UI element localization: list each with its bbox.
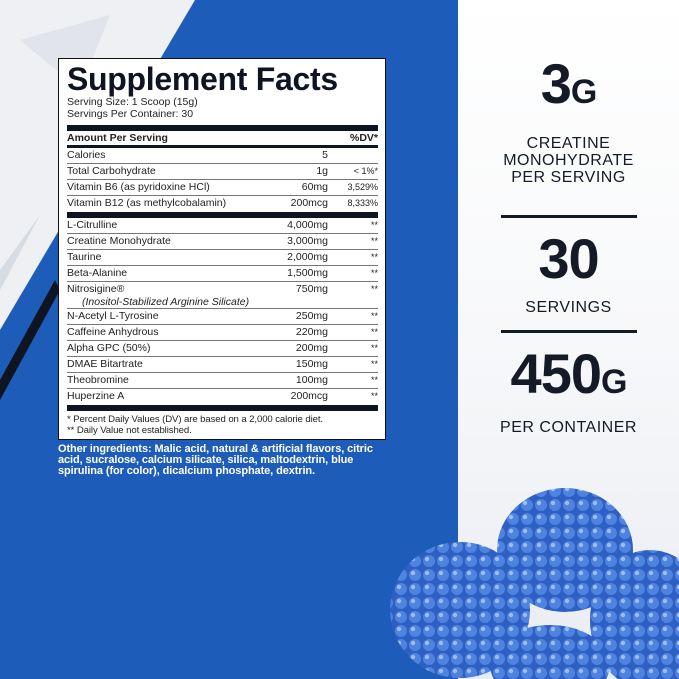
nutrient-subname: (Inositol-Stabilized Arginine Silicate) <box>82 296 250 308</box>
facts-row: Taurine 2,000mg ** <box>67 250 378 266</box>
ingredient-rows: L-Citrulline 4,000mg ** Creatine Monohydrat… <box>67 218 378 405</box>
facts-row: Beta-Alanine 1,500mg ** <box>67 266 378 282</box>
nutrient-amount: 220mg <box>295 326 328 338</box>
facts-row: Caffeine Anhydrous 220mg ** <box>67 325 378 341</box>
nutrient-name: Theobromine <box>67 374 129 386</box>
facts-row: Creatine Monohydrate 3,000mg ** <box>67 234 378 250</box>
vitamin-rows: Calories 5 Total Carbohydrate 1g < 1%* Vitami… <box>67 148 378 212</box>
dv-label: %DV* <box>349 132 378 144</box>
stat-divider <box>500 330 637 333</box>
facts-row: L-Citrulline 4,000mg ** <box>67 218 378 234</box>
nutrient-name: Vitamin B12 (as methylcobalamin) <box>67 197 227 209</box>
nutrient-amount: 1g <box>316 165 328 177</box>
nutrient-dv: ** <box>370 391 378 401</box>
facts-row: Vitamin B6 (as pyridoxine HCl) 60mg 3,529% <box>67 180 378 196</box>
stats-column: 3G CREATINE MONOHYDRATE PER SERVING 30 S… <box>458 55 679 436</box>
nutrient-name: Taurine <box>67 251 102 263</box>
nutrient-name: L-Citrulline <box>67 219 118 231</box>
nutrient-amount: 200mcg <box>290 197 328 209</box>
supplement-facts-panel: Supplement Facts Serving Size: 1 Scoop (… <box>58 58 386 440</box>
raspberries-image <box>390 488 679 679</box>
nutrient-amount: 2,000mg <box>287 251 328 263</box>
nutrient-dv: 3,529% <box>347 182 378 192</box>
nutrient-amount: 3,000mg <box>287 235 328 247</box>
nutrient-dv: 8,333% <box>347 198 378 208</box>
nutrient-name: Caffeine Anhydrous <box>67 326 159 338</box>
servings-per-container: Servings Per Container: 30 <box>67 107 194 120</box>
nutrient-name: Alpha GPC (50%) <box>67 342 151 354</box>
nutrient-amount: 250mg <box>295 310 328 322</box>
nutrient-name: N-Acetyl L-Tyrosine <box>67 310 159 322</box>
nutrient-name: DMAE Bitartrate <box>67 358 143 370</box>
stat-container-value: 450G <box>510 342 628 405</box>
nutrient-dv: ** <box>370 220 378 230</box>
facts-row: Total Carbohydrate 1g < 1%* <box>67 164 378 180</box>
facts-row: Nitrosigine® (Inositol-Stabilized Arginin… <box>67 282 378 309</box>
divider-bar <box>67 405 378 411</box>
divider-bar <box>67 212 378 218</box>
nutrient-dv: ** <box>370 375 378 385</box>
nutrient-amount: 200mcg <box>290 390 328 402</box>
nutrient-name: Total Carbohydrate <box>67 165 156 177</box>
stat-container-label: PER CONTAINER <box>500 419 637 436</box>
nutrient-amount: 5 <box>322 149 328 161</box>
nutrient-name: Huperzine A <box>67 390 125 402</box>
stat-divider <box>500 215 637 218</box>
nutrient-amount: 4,000mg <box>287 219 328 231</box>
stat-servings-label: SERVINGS <box>525 299 612 316</box>
divider-bar <box>67 125 378 131</box>
other-ingredients: Other ingredients: Malic acid, natural &… <box>58 443 373 477</box>
nutrient-dv: ** <box>370 236 378 246</box>
facts-row: DMAE Bitartrate 150mg ** <box>67 357 378 373</box>
footnote-dv: * Percent Daily Values (DV) are based on… <box>67 414 323 425</box>
nutrient-amount: 150mg <box>295 358 328 370</box>
nutrient-name: Beta-Alanine <box>67 267 128 279</box>
facts-row: Vitamin B12 (as methylcobalamin) 200mcg 8,… <box>67 196 378 212</box>
stat-servings-value: 30 <box>538 227 599 290</box>
nutrient-name: Creatine Monohydrate <box>67 235 171 247</box>
nutrient-amount: 1,500mg <box>287 267 328 279</box>
serving-size: Serving Size: 1 Scoop (15g) <box>67 96 198 108</box>
nutrient-dv: < 1%* <box>353 166 378 176</box>
nutrient-amount: 750mg <box>295 283 328 295</box>
nutrient-amount: 200mg <box>295 342 328 354</box>
footnote-not-established: ** Daily Value not established. <box>67 425 192 436</box>
nutrient-name: Nitrosigine® (Inositol-Stabilized Arginin… <box>67 282 260 308</box>
facts-row: Calories 5 <box>67 148 378 164</box>
nutrient-dv: ** <box>370 359 378 369</box>
amount-per-serving-label: Amount Per Serving <box>67 132 168 144</box>
stat-creatine-value: 3G <box>540 52 598 115</box>
nutrient-dv: ** <box>370 252 378 262</box>
nutrient-amount: 100mg <box>295 374 328 386</box>
facts-title: Supplement Facts <box>67 61 338 97</box>
facts-row: Huperzine A 200mcg ** <box>67 389 378 405</box>
nutrient-name: Calories <box>67 149 106 161</box>
nutrient-name: Vitamin B6 (as pyridoxine HCl) <box>67 181 210 193</box>
stat-creatine-label: CREATINE MONOHYDRATE PER SERVING <box>503 135 634 186</box>
nutrient-dv: ** <box>370 268 378 278</box>
nutrient-dv: ** <box>370 284 378 294</box>
facts-row: N-Acetyl L-Tyrosine 250mg ** <box>67 309 378 325</box>
nutrient-dv: ** <box>370 311 378 321</box>
nutrient-dv: ** <box>370 343 378 353</box>
facts-row: Alpha GPC (50%) 200mg ** <box>67 341 378 357</box>
nutrient-amount: 60mg <box>301 181 328 193</box>
nutrient-dv: ** <box>370 327 378 337</box>
facts-header: Amount Per Serving %DV* <box>67 131 378 148</box>
facts-row: Theobromine 100mg ** <box>67 373 378 389</box>
left-column: Supplement Facts Serving Size: 1 Scoop (… <box>58 58 386 477</box>
